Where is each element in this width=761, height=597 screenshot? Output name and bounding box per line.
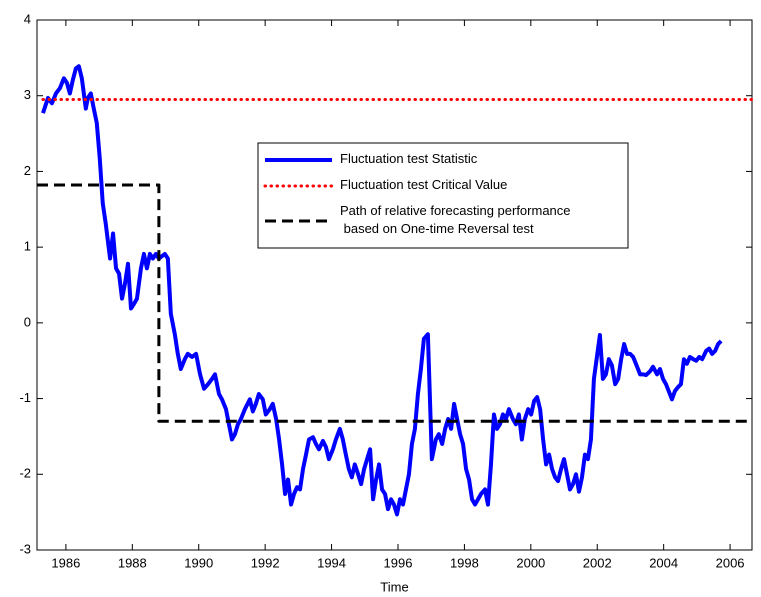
- x-tick-label: 2000: [516, 555, 545, 570]
- x-tick-label: 1986: [51, 555, 80, 570]
- y-tick-label: 4: [24, 11, 31, 26]
- y-tick-label: 3: [24, 87, 31, 102]
- y-tick-label: 1: [24, 239, 31, 254]
- series-line: [37, 183, 752, 423]
- y-tick-label: 2: [24, 163, 31, 178]
- legend-label: Fluctuation test Statistic: [340, 151, 478, 166]
- x-tick-label: 1988: [118, 555, 147, 570]
- x-tick-label: 1990: [184, 555, 213, 570]
- series-line: [41, 64, 723, 517]
- y-tick-label: -1: [19, 390, 31, 405]
- legend-label: Fluctuation test Critical Value: [340, 177, 507, 192]
- x-tick-label: 2006: [716, 555, 745, 570]
- x-tick-label: 1996: [384, 555, 413, 570]
- x-tick-label: 2002: [583, 555, 612, 570]
- y-tick-label: -3: [19, 541, 31, 556]
- y-tick-label: -2: [19, 466, 31, 481]
- x-tick-label: 1992: [251, 555, 280, 570]
- legend-label: Path of relative forecasting performance…: [340, 203, 571, 236]
- legend: Fluctuation test Statistic Fluctuation te…: [257, 142, 629, 249]
- x-tick-label: 1998: [450, 555, 479, 570]
- x-tick-label: 2004: [649, 555, 678, 570]
- y-tick-label: 0: [24, 314, 31, 329]
- x-tick-label: 1994: [317, 555, 346, 570]
- x-axis-label: Time: [380, 579, 408, 594]
- plot-frame: [36, 19, 753, 551]
